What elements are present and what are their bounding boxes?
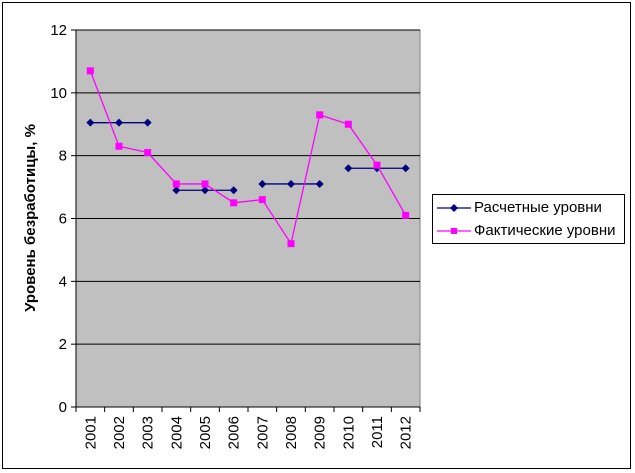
- data-point: [373, 161, 381, 169]
- data-point: [172, 180, 180, 188]
- data-point: [115, 142, 123, 150]
- y-tick-label: 12: [50, 22, 67, 39]
- series-2: [86, 67, 410, 248]
- data-point: [287, 240, 295, 248]
- data-point: [172, 186, 181, 195]
- data-point: [115, 118, 123, 127]
- x-tick-labels: 2001 2002 2003 2004 2005 2006 2007 2008 2009 2010…: [82, 416, 414, 449]
- legend-label-calculated: Расчетные уровни: [474, 199, 602, 216]
- data-point: [315, 179, 324, 188]
- data-point: [143, 118, 152, 127]
- data-point: [316, 111, 324, 119]
- data-point: [201, 186, 209, 195]
- x-tick-label: 2008: [283, 416, 300, 449]
- legend-item-actual: Фактические уровни: [433, 220, 624, 242]
- y-tick-label: 0: [59, 399, 67, 416]
- x-tick-label: 2002: [111, 416, 128, 449]
- y-tick-label: 2: [59, 336, 67, 353]
- data-point: [86, 118, 95, 127]
- data-point: [401, 164, 410, 173]
- diamond-marker-icon: [437, 204, 471, 212]
- data-point: [287, 179, 295, 188]
- data-point: [230, 199, 238, 207]
- y-tick-label: 6: [59, 211, 67, 228]
- x-tick-label: 2010: [340, 416, 357, 449]
- legend-item-calculated: Расчетные уровни: [433, 197, 624, 219]
- data-point: [144, 149, 152, 157]
- data-point: [201, 180, 209, 188]
- data-point: [402, 211, 410, 219]
- data-point: [344, 164, 353, 173]
- series-1: [86, 118, 410, 195]
- x-tick-label: 2004: [168, 416, 185, 449]
- axes: [71, 29, 421, 412]
- x-tick-label: 2006: [226, 416, 243, 449]
- data-point: [229, 186, 238, 195]
- x-tick-label: 2009: [312, 416, 329, 449]
- y-tick-label: 10: [50, 85, 67, 102]
- x-tick-label: 2012: [398, 416, 415, 449]
- x-tick-label: 2003: [140, 416, 157, 449]
- gridlines: [76, 29, 420, 345]
- series-line: [89, 70, 407, 246]
- legend: Расчетные уровни Фактические уровни: [432, 194, 625, 244]
- y-tick-label: 4: [59, 273, 67, 290]
- data-point: [86, 67, 94, 75]
- x-tick-label: 2011: [369, 416, 386, 448]
- y-axis-title: Уровень безработицы, %: [22, 124, 39, 312]
- data-point: [344, 120, 352, 128]
- data-point: [258, 179, 267, 188]
- square-marker-icon: [437, 228, 471, 234]
- x-tick-label: 2005: [197, 416, 214, 449]
- y-tick-labels: 0 2 4 6 8 10 12: [50, 22, 67, 416]
- x-tick-label: 2001: [82, 416, 99, 449]
- data-point: [258, 196, 266, 204]
- x-tick-label: 2007: [254, 416, 271, 449]
- y-tick-label: 8: [59, 148, 67, 165]
- series: [86, 67, 410, 248]
- legend-label-actual: Фактические уровни: [474, 222, 616, 239]
